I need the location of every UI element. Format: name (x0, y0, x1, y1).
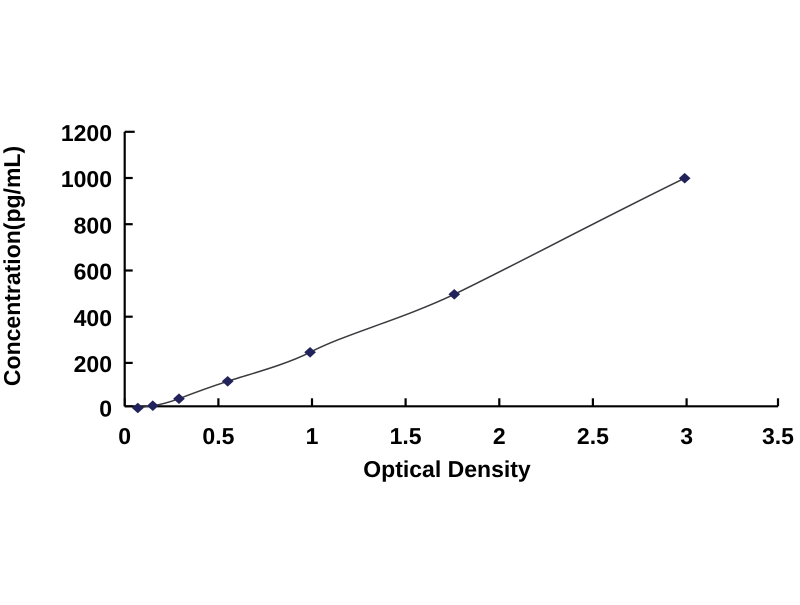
svg-text:0: 0 (99, 396, 112, 422)
svg-text:0.5: 0.5 (202, 423, 234, 449)
svg-text:1000: 1000 (61, 166, 112, 192)
svg-text:1: 1 (306, 423, 319, 449)
svg-text:3: 3 (680, 423, 693, 449)
svg-text:1200: 1200 (61, 120, 112, 146)
svg-text:2.5: 2.5 (577, 423, 609, 449)
svg-text:Concentration(pg/mL): Concentration(pg/mL) (0, 146, 25, 386)
svg-text:800: 800 (74, 212, 112, 238)
svg-text:600: 600 (74, 259, 112, 285)
svg-text:0: 0 (118, 423, 131, 449)
svg-text:2: 2 (493, 423, 506, 449)
svg-text:Optical Density: Optical Density (363, 456, 531, 482)
svg-text:400: 400 (74, 305, 112, 331)
svg-text:1.5: 1.5 (390, 423, 422, 449)
svg-text:3.5: 3.5 (762, 423, 794, 449)
svg-text:200: 200 (74, 351, 112, 377)
